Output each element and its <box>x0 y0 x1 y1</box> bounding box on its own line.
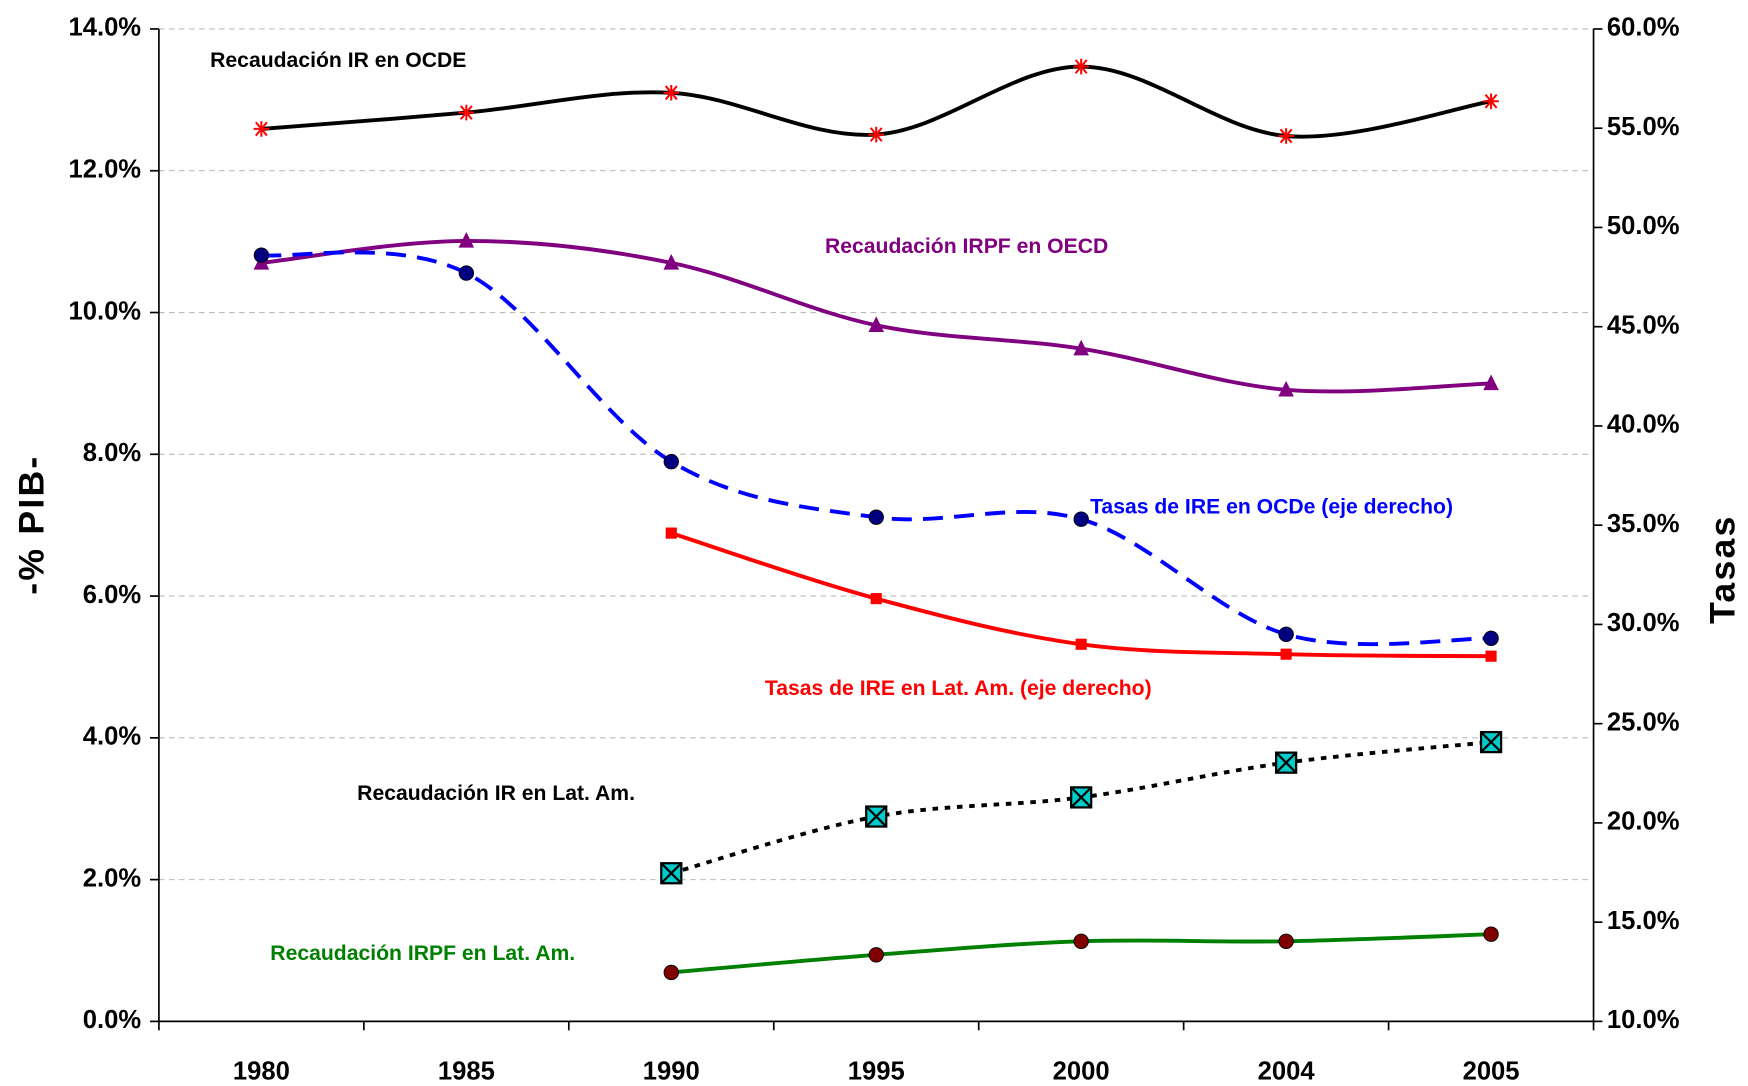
marker <box>868 947 884 963</box>
marker-cross <box>660 862 683 885</box>
y2-tick-label: 40.0% <box>1607 411 1680 439</box>
y-tick-label: 8.0% <box>83 439 142 467</box>
marker <box>1280 648 1292 660</box>
y2-tick-label: 45.0% <box>1607 311 1680 339</box>
x-tick-label: 1980 <box>233 1057 290 1085</box>
marker <box>868 509 884 525</box>
x-tick-label: 2004 <box>1258 1057 1316 1085</box>
marker <box>458 265 475 281</box>
marker <box>1278 128 1294 144</box>
marker <box>870 593 882 605</box>
y2-tick-label: 55.0% <box>1607 113 1680 141</box>
y2-tick-label: 10.0% <box>1607 1006 1680 1034</box>
x-tick-label: 1985 <box>438 1057 495 1085</box>
y2-tick-label: 30.0% <box>1607 609 1680 637</box>
marker <box>1278 380 1294 397</box>
y2-axis-title: Tasas <box>1702 514 1742 624</box>
series-line <box>261 238 1492 394</box>
marker <box>458 104 475 121</box>
series-label: Recaudación IRPF en Lat. Am. <box>270 942 575 965</box>
marker <box>1483 630 1499 647</box>
x-tick-label: 2005 <box>1463 1057 1520 1085</box>
marker <box>1073 58 1089 75</box>
marker <box>663 964 679 981</box>
y-tick-label: 4.0% <box>83 723 142 751</box>
y2-tick-label: 50.0% <box>1607 212 1680 240</box>
marker <box>1073 339 1089 356</box>
marker <box>665 527 677 539</box>
marker <box>458 232 475 248</box>
marker <box>1483 374 1499 391</box>
y-axis-title: -% PIB- <box>12 454 52 594</box>
marker <box>1278 626 1294 643</box>
marker <box>868 126 885 143</box>
marker-cross <box>865 805 888 828</box>
marker <box>1073 511 1089 527</box>
marker <box>1075 638 1087 650</box>
marker-cross <box>1480 731 1502 753</box>
marker <box>1483 926 1499 942</box>
series-line <box>670 531 1492 659</box>
x-tick-label: 2000 <box>1053 1057 1110 1085</box>
marker <box>1073 933 1089 949</box>
marker <box>663 253 680 270</box>
y2-tick-label: 35.0% <box>1607 510 1680 538</box>
series-line <box>261 250 1492 647</box>
series-label: Recaudación IRPF en OECD <box>825 235 1108 258</box>
y2-tick-label: 25.0% <box>1607 708 1680 736</box>
marker <box>868 316 885 332</box>
marker <box>1278 933 1294 949</box>
y-tick-label: 14.0% <box>68 14 141 42</box>
y-tick-label: 12.0% <box>68 156 141 184</box>
x-tick-label: 1995 <box>848 1057 905 1085</box>
series-line <box>261 64 1492 139</box>
series-label: Tasas de IRE en Lat. Am. (eje derecho) <box>765 677 1152 700</box>
marker <box>663 84 680 101</box>
y-tick-label: 6.0% <box>83 581 142 609</box>
marker <box>663 453 679 470</box>
marker <box>253 121 270 137</box>
series-label: Tasas de IRE en OCDe (eje derecho) <box>1090 496 1453 519</box>
x-tick-label: 1990 <box>643 1057 700 1085</box>
y-tick-label: 0.0% <box>83 1006 142 1034</box>
y-tick-label: 2.0% <box>83 864 142 892</box>
marker-cross <box>1070 786 1092 809</box>
y2-tick-label: 20.0% <box>1607 808 1680 836</box>
marker-cross <box>1275 751 1297 774</box>
marker <box>253 247 270 263</box>
y-tick-label: 10.0% <box>68 297 141 325</box>
series-label: Recaudación IR en OCDE <box>210 49 466 72</box>
series-label: Recaudación IR en Lat. Am. <box>357 782 635 805</box>
y2-tick-label: 60.0% <box>1607 14 1680 42</box>
marker <box>1483 93 1499 110</box>
y2-tick-label: 15.0% <box>1607 907 1680 935</box>
marker <box>1485 650 1497 662</box>
